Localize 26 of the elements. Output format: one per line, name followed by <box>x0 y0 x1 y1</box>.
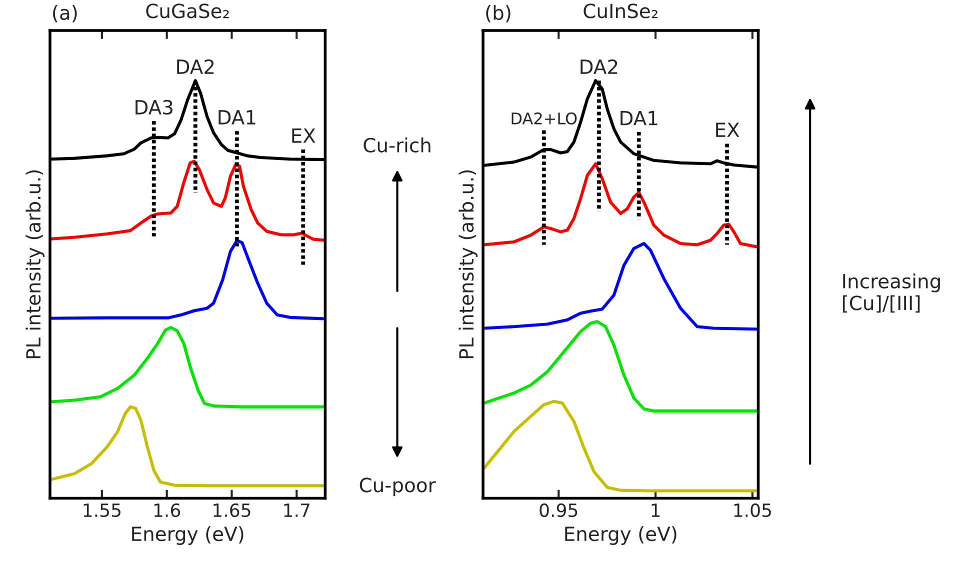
annotation: DA1 <box>218 110 256 124</box>
annotation: DA2 <box>580 59 618 74</box>
text: Cu-poor <box>360 478 436 496</box>
y-axis-title: PL intensity (arb.u.) <box>26 170 44 358</box>
text: Increasing [Cu]/[III] <box>842 273 940 313</box>
y-axis-title: PL intensity (arb.u.) <box>458 170 478 358</box>
x-tick-label: 1.05 <box>734 503 771 518</box>
x-tick-label: 1.7 <box>284 504 310 517</box>
x-tick-label: 1.65 <box>214 503 250 518</box>
x-tick-label: 1.6 <box>154 503 180 518</box>
x-tick-label: 1.55 <box>84 504 120 518</box>
annotation: DA2+LO <box>512 112 577 124</box>
annotation: EX <box>292 128 316 143</box>
annotation: EX <box>716 122 740 137</box>
text: (b) <box>486 4 510 22</box>
chart-title: CuInSe₂ <box>584 4 658 18</box>
chart-title: CuGaSe₂ <box>146 4 229 18</box>
x-tick-label: 0.95 <box>540 503 578 518</box>
annotation: DA1 <box>620 111 658 126</box>
annotation: DA3 <box>136 100 172 115</box>
text: (a) <box>53 5 77 22</box>
text: Cu-rich <box>364 137 430 153</box>
annotation: DA2 <box>177 59 214 74</box>
x-axis-title: Energy (eV) <box>565 526 676 545</box>
x-axis-title: Energy (eV) <box>132 526 244 545</box>
x-tick-label: 1 <box>652 504 660 517</box>
